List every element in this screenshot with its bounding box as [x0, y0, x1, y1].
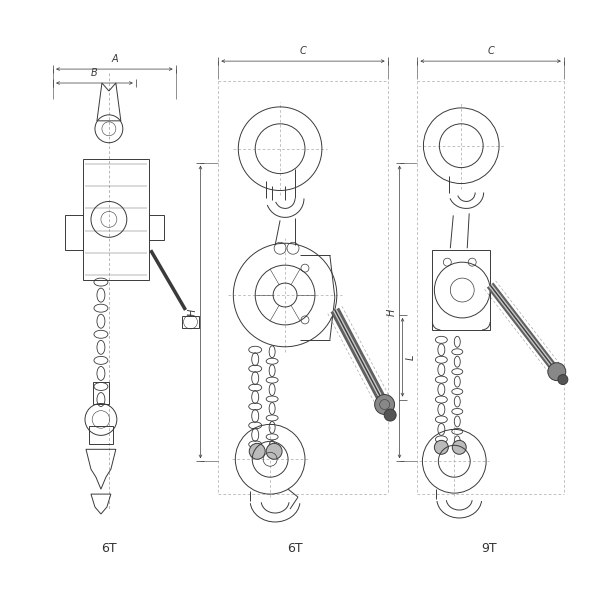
Circle shape — [434, 440, 448, 454]
Text: H: H — [386, 308, 397, 316]
Text: H: H — [187, 308, 197, 316]
Text: 6T: 6T — [287, 542, 303, 556]
Text: L: L — [406, 355, 415, 360]
Circle shape — [384, 409, 396, 421]
Text: C: C — [487, 46, 494, 56]
Bar — [89, 427, 113, 445]
Circle shape — [249, 443, 265, 459]
Text: 9T: 9T — [481, 542, 497, 556]
Bar — [433, 250, 490, 330]
Text: 6T: 6T — [101, 542, 117, 556]
Text: C: C — [299, 46, 307, 56]
Bar — [182, 316, 199, 328]
Circle shape — [452, 440, 466, 454]
Text: A: A — [111, 54, 118, 64]
Circle shape — [548, 363, 566, 380]
Bar — [149, 215, 164, 240]
Text: B: B — [91, 68, 98, 78]
Bar — [83, 158, 149, 280]
Bar — [93, 382, 109, 404]
Circle shape — [266, 443, 282, 459]
Circle shape — [558, 374, 568, 385]
Bar — [65, 215, 83, 250]
Circle shape — [374, 395, 395, 415]
